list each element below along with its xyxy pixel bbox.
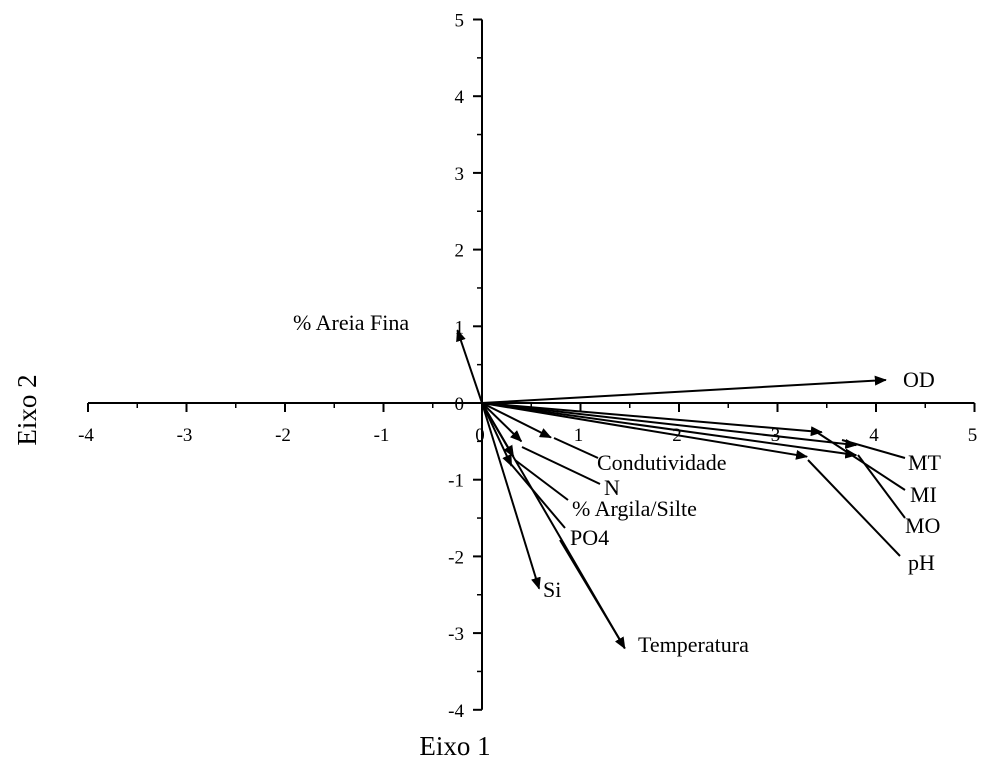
vector-arrow-n [481,402,523,443]
y-tick-label: -1 [448,471,464,492]
x-tick-label: -3 [177,425,193,446]
x-axis-title: Eixo 1 [419,731,490,760]
vector-label-n: N [604,475,620,500]
y-tick-label: -2 [448,547,464,568]
vector-label-mi: MI [910,482,937,507]
leader-line-ph [807,459,901,557]
vector-label-mo: MO [905,513,940,538]
vector-arrow-od [481,375,887,404]
vector-arrow-mt [481,402,858,449]
vector-label-mt: MT [908,450,942,475]
y-tick-label: -4 [448,701,464,722]
y-axis-title: Eixo 2 [12,374,42,445]
y-tick-label: 2 [455,241,465,262]
vector-arrow-condutividade [481,402,552,439]
x-tick-label: -4 [78,425,94,446]
vector-label-condutividade: Condutividade [597,450,727,475]
leader-line-mo [857,454,906,519]
x-tick-label: -1 [374,425,390,446]
x-tick-label: 5 [968,425,978,446]
vector-arrow-si [481,402,541,590]
vector-arrow-po4 [481,402,513,467]
vector-label-temperatura: Temperatura [638,632,749,657]
vector-arrow-areia-fina [456,329,483,404]
loading-vectors [456,329,906,650]
leader-line-n [521,446,601,485]
vector-arrow-mi [481,402,823,437]
leader-line-argila-silte [514,459,569,501]
x-tick-label: 0 [475,425,485,446]
y-tick-label: 3 [455,164,465,185]
y-tick-label: 5 [455,11,465,32]
axes [88,19,975,710]
leader-line-temperatura [559,539,621,641]
leader-line-mi [817,432,906,491]
vector-arrow-ph [481,402,809,460]
leader-line-mt [841,439,906,459]
x-tick-label: 1 [574,425,584,446]
y-tick-label: -3 [448,624,464,645]
y-tick-label: 0 [455,394,465,415]
vector-label-od: OD [903,367,935,392]
vector-label-ph: pH [908,550,935,575]
y-tick-label: 4 [455,87,465,108]
vector-arrow-mo [481,402,858,459]
leader-line-po4 [509,462,566,529]
leader-line-condutividade [553,437,599,459]
x-tick-label: 4 [869,425,879,446]
x-tick-label: -2 [275,425,291,446]
vector-label-si: Si [543,577,561,602]
vector-label-areia-fina: % Areia Fina [293,310,409,335]
y-tick-label: 1 [455,317,465,338]
vector-label-argila-silte: % Argila/Silte [572,496,697,521]
vector-label-po4: PO4 [570,525,609,550]
